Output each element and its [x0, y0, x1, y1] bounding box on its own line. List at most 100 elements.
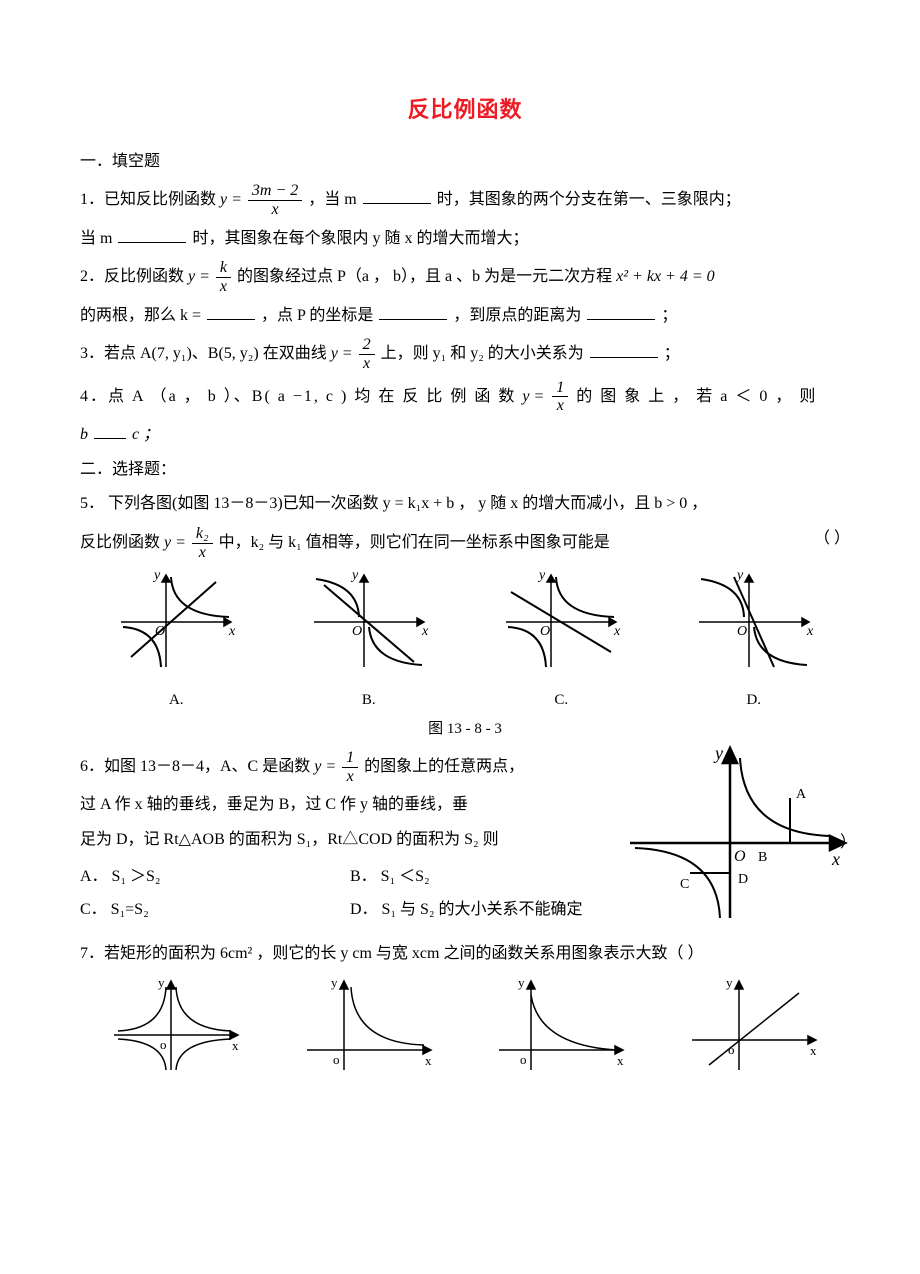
q1-line2b: 时，其图象在每个象限内 y 随 x 的增大而增大；	[192, 230, 528, 247]
q6-opt-a: A． S₁ ＞S₂	[80, 863, 350, 892]
q6-opt-c: C． S₁=S₂	[80, 896, 350, 925]
blank	[590, 341, 658, 358]
blank	[207, 303, 255, 320]
q5-fraction: k₂ x	[192, 525, 213, 561]
q5-line2a: 反比例函数	[80, 534, 164, 551]
svg-text:x: x	[613, 624, 621, 639]
q6-figure: y x O A B C D ）	[620, 743, 850, 934]
q1-fraction: 3m − 2 x	[248, 182, 302, 218]
svg-text:y: y	[152, 568, 161, 583]
q6-opt-d: D． S₁ 与 S₂ 的大小关系不能确定	[350, 896, 620, 925]
svg-text:o: o	[520, 1052, 527, 1067]
answer-paren: ）	[840, 829, 856, 858]
q3-pre: 3．若点 A(7, y₁)、B(5, y₂) 在双曲线	[80, 345, 331, 362]
q5-line2b: 中，k₂ 与 k₁ 值相等，则它们在同一坐标系中图象可能是	[219, 534, 610, 551]
q6-line2: 过 A 作 x 轴的垂线，垂足为 B，过 C 作 y 轴的垂线，垂	[80, 791, 620, 820]
q2-tail4: ；	[661, 307, 677, 324]
q2-tail3: ，到原点的距离为	[453, 307, 581, 324]
q5-den: x	[192, 544, 213, 562]
q5-num: k₂	[192, 525, 213, 544]
blank	[118, 226, 186, 243]
q2-eq: y =	[188, 268, 210, 285]
q6-line3: 足为 D，记 Rt△AOB 的面积为 S₁，Rt△COD 的面积为 S₂ 则	[80, 831, 499, 848]
svg-text:O: O	[352, 624, 362, 639]
q4-b: b	[80, 426, 88, 443]
blank	[94, 422, 126, 439]
q7-graph-c: y x o	[465, 975, 658, 1086]
q2-num: k	[216, 259, 231, 278]
question-6: 6．如图 13－8－4，A、C 是函数 y = 1 x 的图象上的任意两点， 过…	[80, 743, 850, 934]
q4-line1a: 4．点 A （a ， b ）、B( a −1, c ) 均 在 反 比 例 函 …	[80, 387, 522, 404]
q6-fraction: 1 x	[342, 749, 358, 785]
q3-eq: y =	[331, 345, 353, 362]
q2-tail2: ，点 P 的坐标是	[261, 307, 373, 324]
q2-mid: 的图象经过点 P（a ， b），且 a 、b 为是一元二次方程	[237, 268, 616, 285]
point-b: B	[758, 850, 767, 865]
svg-text:y: y	[537, 568, 546, 583]
question-7: 7．若矩形的面积为 6cm² ，则它的长 y cm 与宽 xcm 之间的函数关系…	[80, 940, 850, 969]
svg-text:o: o	[160, 1037, 167, 1052]
q7-graph-b: y x o	[273, 975, 466, 1086]
svg-text:x: x	[806, 624, 814, 639]
point-a: A	[796, 787, 807, 802]
q5-graph-d: y x O D.	[658, 567, 851, 714]
q4-c: c ；	[132, 426, 159, 443]
q4-fraction: 1 x	[552, 379, 568, 415]
svg-text:O: O	[540, 624, 550, 639]
q1-mid2: 时，其图象的两个分支在第一、三象限内；	[437, 191, 741, 208]
q1-line2a: 当 m	[80, 230, 112, 247]
label-d: D.	[658, 687, 851, 714]
q6-eq: y =	[314, 758, 336, 775]
q7-graph-d: y x o	[658, 975, 851, 1086]
svg-text:y: y	[331, 975, 338, 990]
svg-text:x: x	[232, 1038, 239, 1053]
point-c: C	[680, 877, 689, 892]
blank	[379, 303, 447, 320]
svg-text:x: x	[425, 1053, 432, 1068]
q7-graph-a: y x o	[80, 975, 273, 1086]
label-c: C.	[465, 687, 658, 714]
q7-graphs-row: y x o y x o y x o	[80, 975, 850, 1086]
q2-den: x	[216, 278, 231, 296]
svg-text:o: o	[333, 1052, 340, 1067]
question-1: 1．已知反比例函数 y = 3m − 2 x ，当 m 时，其图象的两个分支在第…	[80, 182, 850, 218]
question-1-line2: 当 m 时，其图象在每个象限内 y 随 x 的增大而增大；	[80, 225, 850, 254]
svg-text:y: y	[350, 568, 359, 583]
question-5-line1: 5． 下列各图(如图 13－8－3)已知一次函数 y = k₁x + b ， y…	[80, 490, 850, 519]
question-4-line2: b c ；	[80, 421, 850, 450]
svg-text:x: x	[228, 624, 236, 639]
q6-options: A． S₁ ＞S₂ B． S₁ ＜S₂ C． S₁=S₂ D． S₁ 与 S₂ …	[80, 861, 620, 927]
label-a: A.	[80, 687, 273, 714]
q4-line1b: 的 图 象 上 ， 若 a ＜ 0 ， 则	[576, 387, 817, 404]
question-4: 4．点 A （a ， b ）、B( a −1, c ) 均 在 反 比 例 函 …	[80, 379, 850, 415]
question-2: 2．反比例函数 y = k x 的图象经过点 P（a ， b），且 a 、b 为…	[80, 259, 850, 295]
section-fill-blank: 一．填空题	[80, 148, 850, 177]
q2-fraction: k x	[216, 259, 231, 295]
q4-num: 1	[552, 379, 568, 398]
q5-graph-a: y x O A.	[80, 567, 273, 714]
blank	[363, 187, 431, 204]
origin-label: O	[734, 848, 746, 865]
q5-graphs-row: y x O A. y x O B.	[80, 567, 850, 714]
q6-line1a: 6．如图 13－8－4，A、C 是函数	[80, 758, 314, 775]
q3-mid: 上，则 y₁ 和 y₂ 的大小关系为	[381, 345, 584, 362]
question-5-line2: 反比例函数 y = k₂ x 中，k₂ 与 k₁ 值相等，则它们在同一坐标系中图…	[80, 525, 850, 561]
q2-pre: 2．反比例函数	[80, 268, 188, 285]
blank	[587, 303, 655, 320]
section-choice: 二．选择题：	[80, 456, 850, 485]
q4-eq: y =	[522, 387, 544, 404]
svg-text:y: y	[518, 975, 525, 990]
page-title: 反比例函数	[80, 90, 850, 130]
q5-eq: y =	[164, 534, 186, 551]
q1-den: x	[248, 201, 302, 219]
q6-num: 1	[342, 749, 358, 768]
q1-eq: y =	[220, 191, 242, 208]
q1-num: 3m − 2	[248, 182, 302, 201]
svg-text:x: x	[617, 1053, 624, 1068]
q2-poly: x² + kx + 4 = 0	[616, 268, 715, 285]
svg-text:y: y	[726, 975, 733, 990]
svg-text:O: O	[155, 624, 165, 639]
q2-tail1: 的两根，那么 k =	[80, 307, 205, 324]
q5-graph-b: y x O B.	[273, 567, 466, 714]
q6-line1b: 的图象上的任意两点，	[364, 758, 524, 775]
